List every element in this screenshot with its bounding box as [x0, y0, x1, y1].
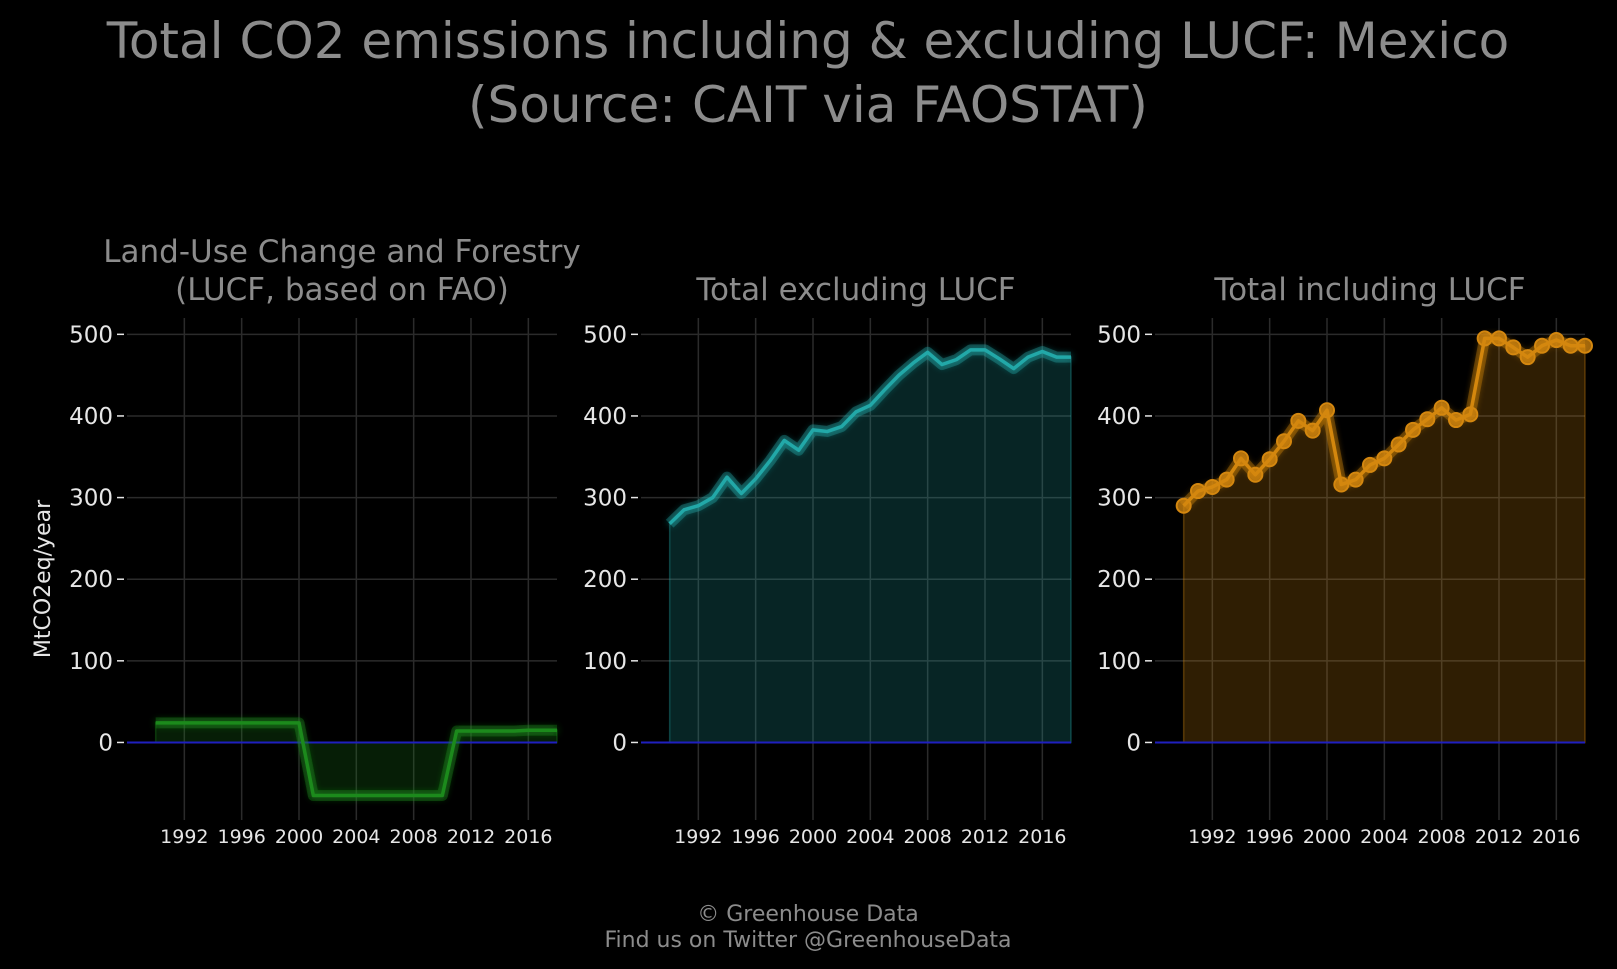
chart-panel-3: Total including LUCF 0 100 200 300 400 500 1992… [1097, 272, 1593, 848]
data-point [1376, 450, 1393, 467]
data-point [1304, 422, 1321, 439]
data-point [1261, 451, 1278, 468]
data-point [1419, 411, 1436, 428]
y-tick-label: 100 [69, 649, 113, 675]
panel-title-line: (LUCF, based on FAO) [175, 272, 509, 308]
y-tick-label: 200 [583, 567, 627, 593]
data-point [1505, 339, 1522, 356]
y-tick-label: 0 [612, 730, 627, 756]
y-tick-label: 0 [98, 730, 113, 756]
x-tick-label: 1992 [1188, 826, 1236, 848]
y-axis-label: MtCO2eq/year [31, 499, 56, 658]
x-tick-label: 1992 [674, 826, 722, 848]
x-tick-label: 1996 [217, 826, 265, 848]
data-point [1548, 332, 1565, 349]
data-point [1333, 476, 1350, 493]
chart-title-line1: Total CO2 emissions including & excludin… [106, 12, 1509, 70]
y-tick-label: 400 [1097, 404, 1141, 430]
data-point [1218, 471, 1235, 488]
data-point [1577, 337, 1593, 354]
x-tick-label: 1996 [731, 826, 779, 848]
x-tick-label: 2012 [447, 826, 495, 848]
x-tick-label: 2012 [1475, 826, 1523, 848]
data-point [1562, 337, 1579, 354]
x-tick-label: 2008 [1417, 826, 1465, 848]
data-point [1233, 450, 1249, 467]
y-tick-label: 300 [1097, 486, 1141, 512]
chart-panel-1: Land-Use Change and Forestry(LUCF, based… [31, 234, 581, 848]
data-point [1519, 349, 1536, 366]
x-tick-label: 2004 [846, 826, 894, 848]
data-point [1319, 402, 1335, 419]
data-point [1204, 478, 1221, 495]
footer-twitter: Find us on Twitter @GreenhouseData [604, 928, 1011, 953]
data-point [1534, 337, 1550, 354]
data-point [1405, 421, 1421, 438]
data-point [1290, 412, 1307, 429]
y-tick-label: 400 [583, 404, 627, 430]
x-tick-label: 2016 [1018, 826, 1066, 848]
y-tick-label: 500 [1097, 322, 1141, 348]
data-point [1362, 456, 1378, 473]
data-point [1448, 412, 1464, 429]
x-tick-label: 2000 [275, 826, 323, 848]
x-tick-label: 2004 [1360, 826, 1408, 848]
panel-title-line: Total excluding LUCF [695, 272, 1015, 308]
data-point [1347, 471, 1364, 488]
footer-copyright: © Greenhouse Data [697, 902, 918, 927]
y-tick-label: 500 [69, 322, 113, 348]
x-tick-label: 2016 [504, 826, 552, 848]
data-point [1276, 433, 1292, 450]
x-tick-label: 2012 [961, 826, 1009, 848]
data-point [1491, 330, 1507, 347]
data-point [1476, 330, 1493, 347]
x-tick-label: 1996 [1245, 826, 1293, 848]
x-tick-label: 2004 [332, 826, 380, 848]
series-line [668, 348, 1071, 525]
y-tick-label: 500 [583, 322, 627, 348]
x-tick-label: 2008 [389, 826, 437, 848]
series-line [155, 721, 557, 798]
y-tick-label: 200 [69, 567, 113, 593]
data-point [1247, 466, 1264, 483]
panel-title-line: Total including LUCF [1213, 272, 1525, 308]
x-tick-label: 2016 [1532, 826, 1580, 848]
y-tick-label: 400 [69, 404, 113, 430]
x-tick-label: 2008 [903, 826, 951, 848]
y-tick-label: 100 [1097, 649, 1141, 675]
y-tick-label: 300 [69, 486, 113, 512]
x-tick-label: 2000 [789, 826, 837, 848]
y-tick-label: 0 [1126, 730, 1141, 756]
x-tick-label: 2000 [1303, 826, 1351, 848]
y-tick-label: 100 [583, 649, 627, 675]
chart-title-line2: (Source: CAIT via FAOSTAT) [468, 76, 1148, 134]
y-tick-label: 200 [1097, 567, 1141, 593]
panel-title-line: Land-Use Change and Forestry [103, 234, 581, 270]
chart-panel-2: Total excluding LUCF 0 100 200 300 400 500 1992… [583, 272, 1072, 848]
y-tick-label: 300 [583, 486, 627, 512]
x-tick-label: 1992 [160, 826, 208, 848]
data-point [1390, 436, 1407, 453]
data-point [1175, 497, 1192, 514]
data-point [1462, 406, 1479, 423]
data-point [1433, 399, 1450, 416]
data-point [1190, 483, 1206, 500]
